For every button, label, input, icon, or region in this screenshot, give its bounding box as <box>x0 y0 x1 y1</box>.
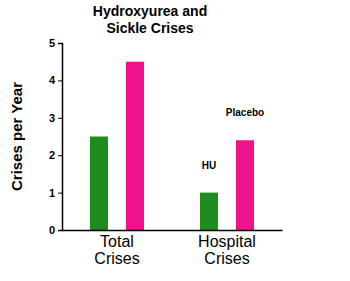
y-tick-label: 5 <box>49 37 55 49</box>
y-tick: 5 <box>49 37 62 49</box>
series-label: HU <box>202 160 216 171</box>
y-tick-label: 1 <box>49 187 55 199</box>
x-axis <box>63 230 283 231</box>
y-tick-label: 0 <box>49 224 55 236</box>
y-tick: 2 <box>49 149 62 161</box>
y-tick-mark <box>58 118 62 119</box>
x-category-label: HospitalCrises <box>198 233 256 267</box>
text-line: Sickle Crises <box>106 20 193 36</box>
x-axis-line <box>63 230 283 232</box>
y-tick-mark <box>58 155 62 156</box>
y-tick: 0 <box>49 224 62 236</box>
text-line: Hospital <box>198 233 256 250</box>
chart: 012345TotalCrisesHospitalCrisesHUPlacebo… <box>0 0 350 281</box>
y-tick-mark <box>58 230 62 231</box>
text-line: Hydroxyurea and <box>93 3 207 19</box>
bar <box>200 193 218 230</box>
y-tick: 4 <box>49 74 62 86</box>
y-axis-title: Crises per Year <box>8 82 25 191</box>
y-axis-line <box>58 44 63 231</box>
text-line: Total <box>100 233 134 250</box>
bar <box>90 137 108 231</box>
plot: 012345TotalCrisesHospitalCrisesHUPlacebo <box>49 37 283 267</box>
y-tick-label: 3 <box>49 112 55 124</box>
title: Hydroxyurea andSickle Crises <box>93 3 207 36</box>
y-tick-label: 2 <box>49 149 55 161</box>
x-category-label: TotalCrises <box>94 233 139 267</box>
y-tick-mark <box>58 193 62 194</box>
bar <box>236 140 254 230</box>
bar <box>126 62 144 230</box>
series-label: Placebo <box>226 107 264 118</box>
y-tick: 3 <box>49 112 62 124</box>
y-tick-mark <box>58 80 62 81</box>
text-line: Crises <box>204 250 249 267</box>
bars <box>90 62 254 230</box>
y-tick-label: 4 <box>49 74 56 86</box>
y-axis: 0 1 2 3 4 5 <box>49 37 63 236</box>
y-tick-mark <box>58 43 62 44</box>
text-line: Crises <box>94 250 139 267</box>
y-tick: 1 <box>49 187 62 199</box>
